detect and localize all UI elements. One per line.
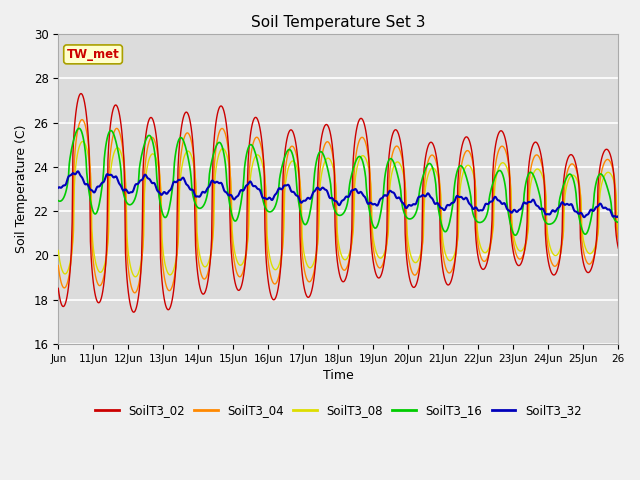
Text: TW_met: TW_met: [67, 48, 120, 61]
Y-axis label: Soil Temperature (C): Soil Temperature (C): [15, 125, 28, 253]
Legend: SoilT3_02, SoilT3_04, SoilT3_08, SoilT3_16, SoilT3_32: SoilT3_02, SoilT3_04, SoilT3_08, SoilT3_…: [90, 399, 586, 422]
Title: Soil Temperature Set 3: Soil Temperature Set 3: [251, 15, 426, 30]
X-axis label: Time: Time: [323, 369, 354, 382]
